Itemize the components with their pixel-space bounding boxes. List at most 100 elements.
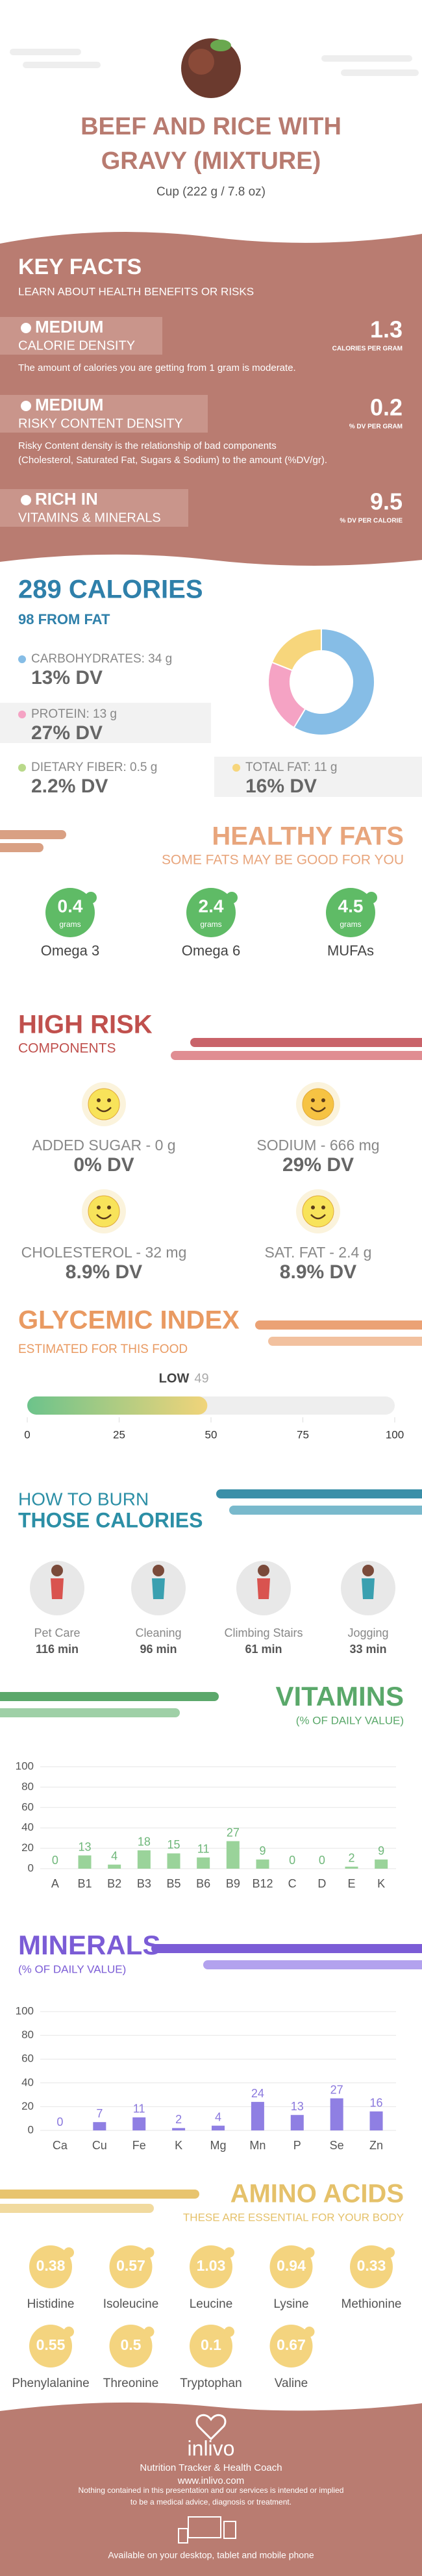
- x-tick-label: 50: [205, 1428, 217, 1441]
- face-mouth: [96, 1107, 112, 1113]
- bar: [172, 2128, 186, 2130]
- value-label: 2: [175, 2113, 182, 2126]
- value-label: 0: [289, 1854, 295, 1867]
- section-subtitle: (% OF DAILY VALUE): [296, 1714, 404, 1726]
- face-eye: [97, 1206, 101, 1209]
- y-tick-label: 80: [21, 1780, 34, 1793]
- section-stripes: [0, 830, 422, 2213]
- y-tick-label: 0: [28, 1862, 34, 1874]
- y-tick-label: 60: [21, 2052, 34, 2065]
- nutrient-label: PROTEIN: 13 g: [31, 707, 117, 721]
- value-label: 4: [111, 1849, 118, 1862]
- fat-name: MUFAs: [327, 942, 374, 959]
- value-label: 9: [259, 1845, 266, 1858]
- face: [88, 1088, 120, 1120]
- activity-time: 61 min: [245, 1643, 282, 1656]
- tagline: Nutrition Tracker & Health Coach: [140, 2462, 282, 2473]
- amino-name: Phenylalanine: [12, 2377, 89, 2390]
- value-label: 2: [348, 1852, 354, 1865]
- y-tick-label: 80: [21, 2028, 34, 2041]
- fat-badge-dot: [85, 892, 97, 903]
- section-subtitle: THESE ARE ESSENTIAL FOR YOUR BODY: [183, 2211, 404, 2223]
- y-tick-label: 100: [16, 1760, 34, 1772]
- activity-name: Cleaning: [135, 1626, 181, 1639]
- fat-value: 2.4: [199, 896, 224, 916]
- x-tick-label: Mg: [210, 2139, 226, 2152]
- fact-level: MEDIUM: [35, 317, 103, 336]
- y-tick-label: 0: [28, 2123, 34, 2136]
- header-decor: [10, 49, 419, 76]
- section-subtitle: SOME FATS MAY BE GOOD FOR YOU: [162, 853, 404, 868]
- face-eye: [311, 1206, 315, 1209]
- y-tick-label: 60: [21, 1800, 34, 1813]
- bar: [290, 2115, 304, 2130]
- fat-value: 4.5: [338, 896, 364, 916]
- risk-label: CHOLESTEROL - 32 mg: [21, 1244, 187, 1261]
- amino-name: Histidine: [27, 2297, 75, 2311]
- fact-description: (Cholesterol, Saturated Fat, Sugars & So…: [18, 455, 327, 466]
- x-tick-label: B3: [137, 1877, 151, 1890]
- value-label: 13: [78, 1840, 91, 1853]
- x-tick-label: B2: [107, 1877, 121, 1890]
- value-label: 0: [56, 2115, 63, 2128]
- fat-unit: grams: [59, 920, 81, 929]
- bar: [256, 1859, 269, 1869]
- amino-badge: [190, 2245, 232, 2288]
- activity-body: [152, 1578, 165, 1599]
- amino-value: 0.5: [121, 2336, 142, 2353]
- x-tick-label: C: [288, 1877, 297, 1890]
- risk-dv: 8.9% DV: [280, 1261, 356, 1283]
- section-subtitle: 98 FROM FAT: [18, 611, 110, 627]
- bar: [78, 1855, 92, 1869]
- amino-name: Methionine: [341, 2297, 402, 2311]
- section-title: THOSE CALORIES: [18, 1508, 203, 1532]
- amino-badge: [29, 2245, 72, 2288]
- nutrient-label: CARBOHYDRATES: 34 g: [31, 652, 172, 666]
- x-tick-label: D: [317, 1877, 326, 1890]
- legend-dot: [18, 711, 26, 718]
- fat-badge: [186, 888, 236, 937]
- fact-level: MEDIUM: [35, 395, 103, 414]
- amino-name: Threonine: [103, 2377, 159, 2390]
- activity-body: [362, 1578, 375, 1599]
- section-subtitle: LEARN ABOUT HEALTH BENEFITS OR RISKS: [18, 285, 254, 297]
- y-tick-label: 100: [16, 2004, 34, 2017]
- risk-label: SAT. FAT - 2.4 g: [265, 1244, 372, 1261]
- amino-name: Valine: [275, 2377, 308, 2390]
- activity-head: [153, 1565, 164, 1576]
- fat-badge-dot: [226, 892, 238, 903]
- fat-badge-dot: [366, 892, 377, 903]
- fact-unit: CALORIES PER GRAM: [332, 346, 403, 353]
- row-background: [0, 703, 211, 743]
- face-mouth: [310, 1107, 326, 1113]
- amino-value: 0.33: [357, 2257, 386, 2274]
- fact-unit: % DV PER GRAM: [349, 423, 403, 431]
- risk-dv: 29% DV: [282, 1154, 354, 1176]
- amino-badge: [109, 2245, 153, 2288]
- value-label: 16: [370, 2096, 383, 2109]
- amino-badge-dot: [143, 2247, 155, 2258]
- availability: Available on your desktop, tablet and mo…: [108, 2550, 314, 2560]
- activity-name: Jogging: [347, 1626, 388, 1639]
- value-label: 18: [138, 1835, 151, 1848]
- fat-badge: [326, 888, 375, 937]
- x-tick-label: 100: [386, 1428, 404, 1441]
- bar: [251, 2102, 264, 2130]
- bar: [345, 1866, 358, 1869]
- amino-badge: [109, 2325, 153, 2368]
- url: www.inlivo.com: [177, 2475, 245, 2486]
- activity-time: 116 min: [36, 1643, 79, 1656]
- x-tick-label: P: [293, 2139, 301, 2152]
- amino-name: Lysine: [273, 2297, 308, 2311]
- face: [302, 1088, 334, 1120]
- face: [302, 1195, 334, 1228]
- fact-unit: % DV PER CALORIE: [340, 518, 403, 525]
- value-label: 15: [167, 1838, 180, 1851]
- section-title: HEALTHY FATS: [212, 822, 404, 851]
- x-tick-label: Fe: [132, 2139, 146, 2152]
- face-mouth: [310, 1214, 326, 1220]
- bar: [375, 1859, 388, 1869]
- section-title: HOW TO BURN: [18, 1489, 149, 1509]
- x-tick-label: Cu: [92, 2139, 107, 2152]
- face-eye: [321, 1098, 325, 1102]
